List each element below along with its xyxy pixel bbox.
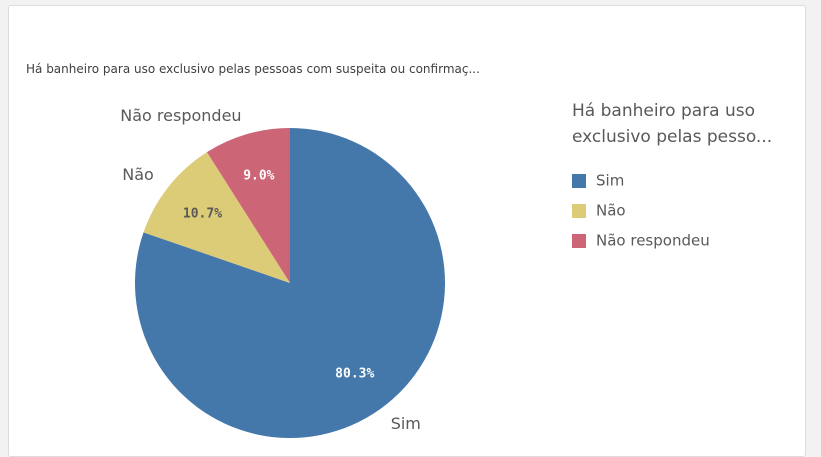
slice-value-label: 9.0% <box>243 168 274 183</box>
slice-value-label: 10.7% <box>183 206 222 221</box>
pie-slice <box>206 128 290 283</box>
legend-swatch <box>572 234 586 248</box>
slice-value-label: 80.3% <box>335 366 374 381</box>
legend-swatch <box>572 204 586 218</box>
slice-category-label: Sim <box>391 414 421 433</box>
legend-label: Sim <box>596 172 624 190</box>
pie-slice <box>143 152 290 283</box>
slice-category-label: Não respondeu <box>120 106 241 125</box>
legend-swatch <box>572 174 586 188</box>
legend-label: Não <box>596 202 626 220</box>
legend-title: Há banheiro para uso exclusivo pelas pes… <box>572 101 773 147</box>
chart-title: Há banheiro para uso exclusivo pelas pes… <box>26 62 480 76</box>
slice-category-label: Não <box>122 165 154 184</box>
legend-label: Não respondeu <box>596 232 710 250</box>
